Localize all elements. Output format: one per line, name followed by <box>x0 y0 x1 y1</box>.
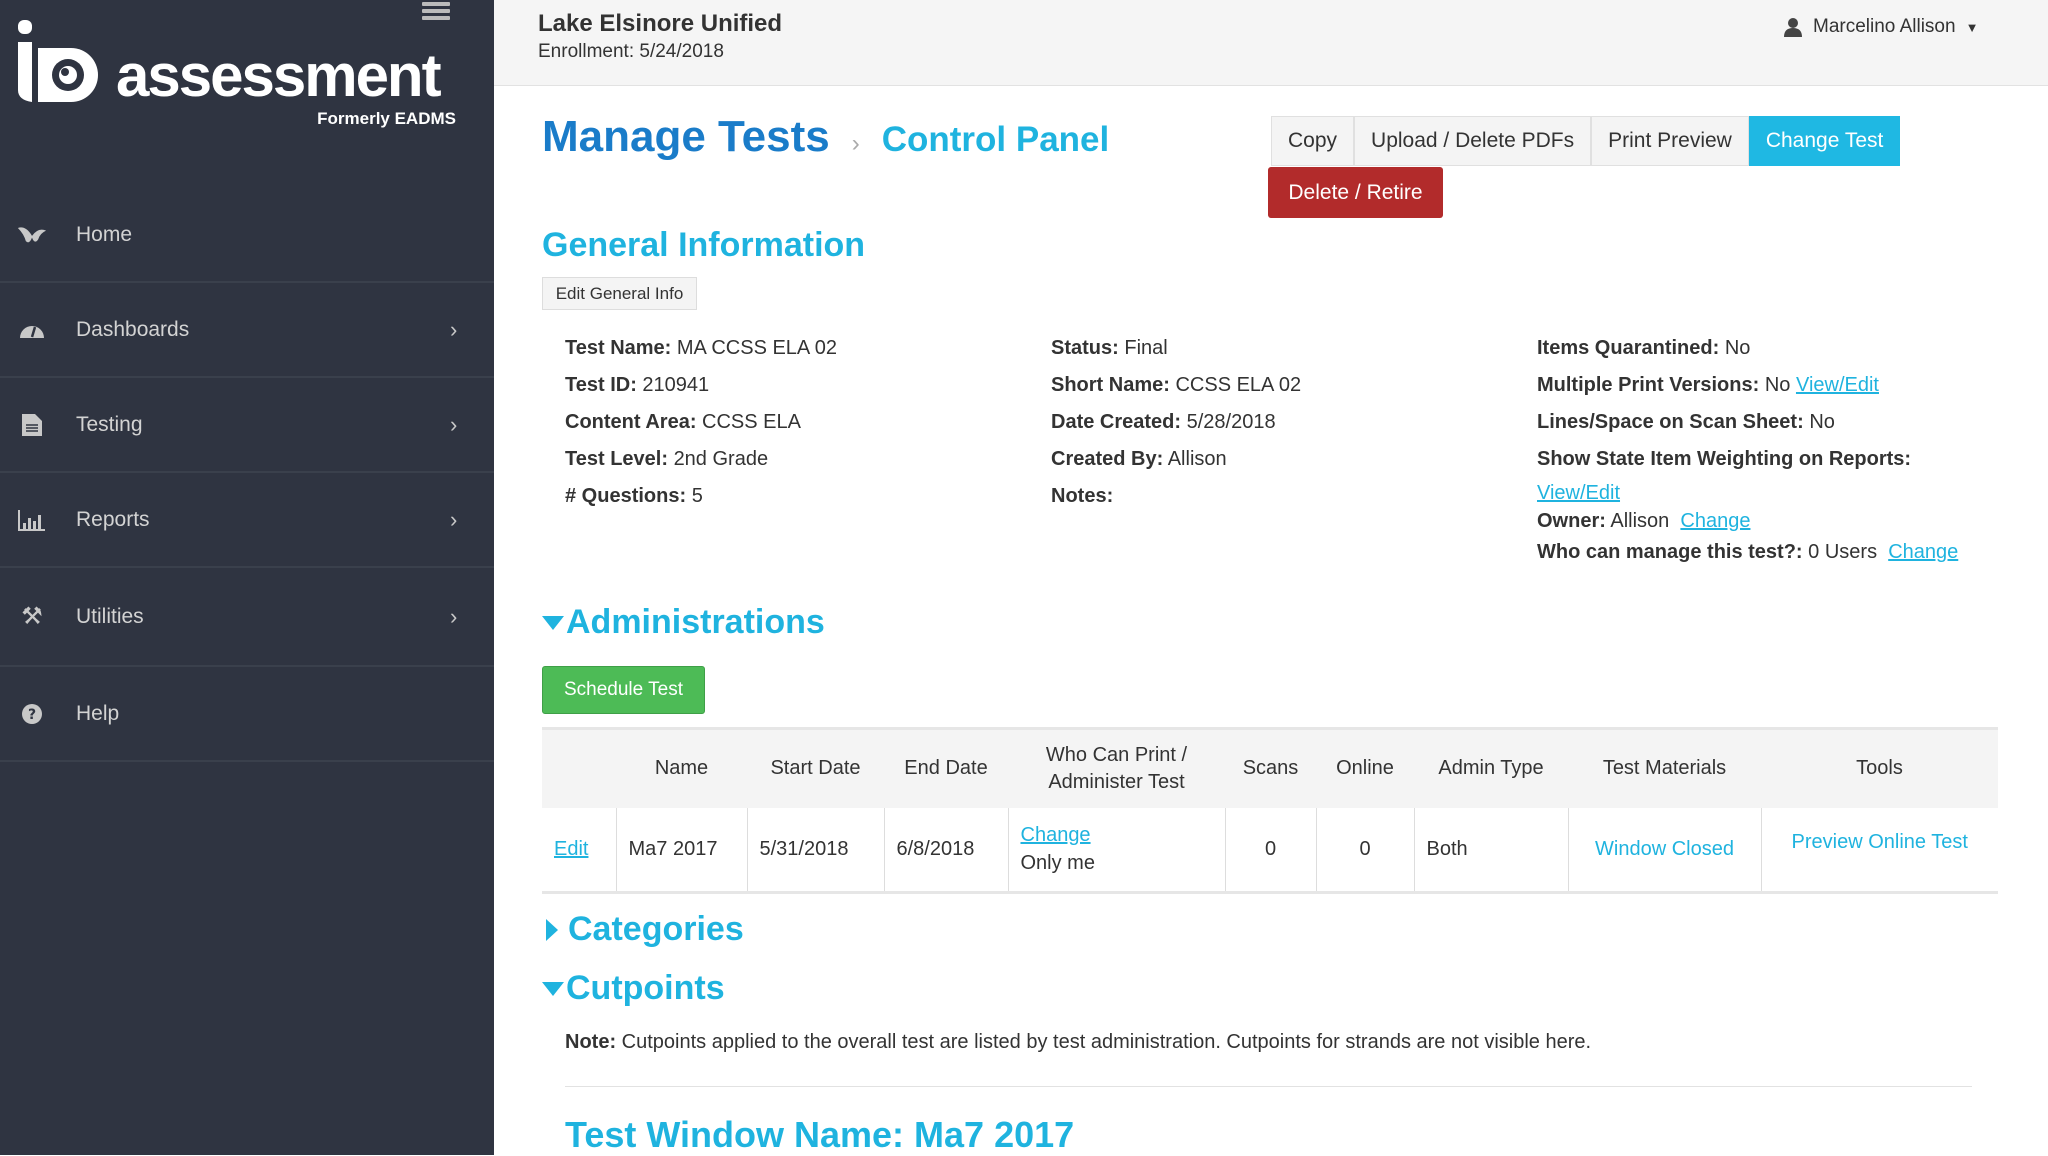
organization-name: Lake Elsinore Unified <box>538 10 783 37</box>
sidebar-item-help[interactable]: ? Help <box>0 667 494 762</box>
who-change-link[interactable]: Change <box>1020 824 1091 847</box>
page-subtitle: Control Panel <box>881 120 1110 159</box>
info-column-1: Test Name: MA CCSS ELA 02 Test ID: 21094… <box>565 337 837 507</box>
col-scans: Scans <box>1242 757 1299 780</box>
col-edit <box>542 729 616 808</box>
upload-delete-pdfs-button[interactable]: Upload / Delete PDFs <box>1354 116 1592 166</box>
caret-down-icon <box>542 615 564 630</box>
col-end-date: End Date <box>904 757 988 780</box>
user-icon <box>1784 18 1802 37</box>
toolbar: Copy Upload / Delete PDFs Print Preview … <box>1271 116 1901 166</box>
chevron-right-icon: › <box>450 316 458 342</box>
col-test-materials: Test Materials <box>1602 757 1727 780</box>
table-header-row: Name Start Date End Date Who Can Print /… <box>542 728 1998 808</box>
io-logo-icon <box>18 20 98 102</box>
enrollment-date: Enrollment: 5/24/2018 <box>538 41 724 62</box>
sidebar-nav: Home Dashboards › Testing › Reports › ⚒ … <box>0 188 494 762</box>
user-name: Marcelino Allison <box>1813 16 1956 37</box>
sidebar-item-testing[interactable]: Testing › <box>0 378 494 473</box>
window-closed-link[interactable]: Window Closed <box>1595 838 1734 861</box>
change-test-button[interactable]: Change Test <box>1748 116 1901 166</box>
col-admin-type: Admin Type <box>1438 757 1544 780</box>
cutpoints-toggle[interactable]: Cutpoints <box>542 969 725 1008</box>
chevron-right-icon: › <box>450 506 458 532</box>
online-value: 0 <box>1315 807 1414 893</box>
edit-general-info-button[interactable]: Edit General Info <box>542 277 697 310</box>
question-icon: ? <box>17 699 47 729</box>
tools-icon: ⚒ <box>21 603 43 630</box>
document-icon <box>17 410 47 440</box>
user-menu[interactable]: Marcelino Allison ▼ <box>1783 16 1978 38</box>
col-start-date: Start Date <box>770 757 861 780</box>
breadcrumb-separator-icon: › <box>851 130 860 157</box>
butterfly-icon <box>17 220 47 250</box>
chevron-right-icon: › <box>450 411 458 437</box>
divider <box>565 1086 1972 1087</box>
start-date: 5/31/2018 <box>746 807 884 893</box>
copy-button[interactable]: Copy <box>1271 116 1355 166</box>
managers-change-link[interactable]: Change <box>1888 541 1959 563</box>
who-value: Only me <box>1020 852 1095 875</box>
top-header: Lake Elsinore Unified Enrollment: 5/24/2… <box>494 0 2048 86</box>
cutpoints-note: Note: Cutpoints applied to the overall t… <box>565 1031 1592 1053</box>
svg-text:?: ? <box>28 707 36 723</box>
table-row: Edit Ma7 2017 5/31/2018 6/8/2018 Change O… <box>542 807 1998 893</box>
administrations-toggle[interactable]: Administrations <box>542 603 825 642</box>
schedule-test-button[interactable]: Schedule Test <box>542 666 705 714</box>
sidebar-item-reports[interactable]: Reports › <box>0 473 494 568</box>
sidebar-item-utilities[interactable]: ⚒ Utilities › <box>0 568 494 667</box>
scans-value: 0 <box>1224 807 1316 893</box>
caret-down-icon <box>542 981 564 996</box>
info-column-3: Items Quarantined: No Multiple Print Ver… <box>1537 337 1959 563</box>
logo: assessment Formerly EADMS <box>16 20 456 128</box>
edit-link[interactable]: Edit <box>554 838 589 861</box>
preview-online-test-link[interactable]: Preview Online Test <box>1791 830 1968 853</box>
weighting-view-edit-link[interactable]: View/Edit <box>1537 482 1621 504</box>
caret-down-icon: ▼ <box>1965 19 1979 35</box>
print-preview-button[interactable]: Print Preview <box>1591 116 1749 166</box>
sidebar-item-dashboards[interactable]: Dashboards › <box>0 283 494 378</box>
owner-change-link[interactable]: Change <box>1680 510 1751 532</box>
logo-subtitle: Formerly EADMS <box>317 109 456 128</box>
caret-right-icon <box>546 918 558 941</box>
dashboard-icon <box>17 315 47 345</box>
categories-toggle[interactable]: Categories <box>542 910 744 949</box>
print-versions-view-edit-link[interactable]: View/Edit <box>1795 374 1879 396</box>
logo-wordmark: assessment <box>116 42 442 109</box>
admin-type-value: Both <box>1413 807 1568 893</box>
delete-retire-button[interactable]: Delete / Retire <box>1268 167 1443 218</box>
general-information-heading: General Information <box>542 226 866 264</box>
page-title: Manage Tests <box>542 112 830 161</box>
hamburger-menu-icon[interactable] <box>422 2 450 20</box>
bar-chart-icon <box>17 505 47 535</box>
chevron-right-icon: › <box>450 603 458 629</box>
col-who-can-print: Who Can Print / Administer Test <box>1045 743 1188 793</box>
end-date: 6/8/2018 <box>883 807 1008 893</box>
info-column-2: Status: Final Short Name: CCSS ELA 02 Da… <box>1051 337 1302 507</box>
col-name: Name <box>654 757 709 780</box>
test-window-title: Test Window Name: Ma7 2017 <box>565 1114 1075 1155</box>
col-tools: Tools <box>1856 757 1903 780</box>
breadcrumb: Manage Tests › Control Panel <box>542 112 1109 162</box>
administrations-table: Name Start Date End Date Who Can Print /… <box>542 727 1998 894</box>
sidebar: assessment Formerly EADMS Home Dashboard… <box>0 0 494 1155</box>
col-online: Online <box>1336 757 1394 780</box>
sidebar-item-home[interactable]: Home <box>0 188 494 283</box>
admin-name: Ma7 2017 <box>615 807 747 893</box>
